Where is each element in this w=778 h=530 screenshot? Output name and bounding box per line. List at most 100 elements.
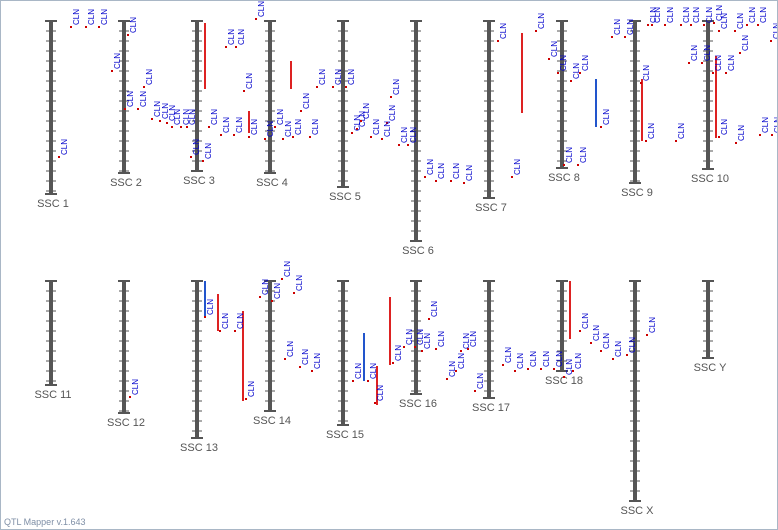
marker-dot bbox=[611, 36, 613, 38]
trait-label: CLN bbox=[690, 45, 699, 61]
marker-dot bbox=[248, 136, 250, 138]
trait-label: CLN bbox=[572, 63, 581, 79]
marker-dot bbox=[446, 378, 448, 380]
marker-dot bbox=[435, 180, 437, 182]
marker-dot bbox=[235, 46, 237, 48]
marker-dot bbox=[220, 134, 222, 136]
trait-label: CLN bbox=[465, 165, 474, 181]
trait-label: CLN bbox=[145, 69, 154, 85]
marker-dot bbox=[640, 82, 642, 84]
marker-dot bbox=[367, 380, 369, 382]
marker-dot bbox=[424, 176, 426, 178]
marker-dot bbox=[299, 366, 301, 368]
marker-dot bbox=[345, 86, 347, 88]
trait-label: CLN bbox=[284, 121, 293, 137]
marker-dot bbox=[701, 62, 703, 64]
marker-dot bbox=[360, 120, 362, 122]
marker-dot bbox=[725, 72, 727, 74]
marker-dot bbox=[712, 72, 714, 74]
marker-dot bbox=[713, 22, 715, 24]
marker-dot bbox=[455, 370, 457, 372]
marker-dot bbox=[284, 358, 286, 360]
chromosome-label: SSC X bbox=[620, 505, 654, 516]
trait-label: CLN bbox=[648, 317, 657, 333]
marker-dot bbox=[352, 380, 354, 382]
trait-label: CLN bbox=[628, 337, 637, 353]
marker-dot bbox=[467, 348, 469, 350]
trait-label: CLN bbox=[457, 353, 466, 369]
marker-dot bbox=[392, 362, 394, 364]
marker-dot bbox=[180, 126, 182, 128]
trait-label: CLN bbox=[602, 333, 611, 349]
marker-dot bbox=[579, 72, 581, 74]
chromosome-label: SSC 18 bbox=[545, 375, 583, 387]
trait-label: CLN bbox=[369, 363, 378, 379]
trait-label: CLN bbox=[222, 117, 231, 133]
marker-dot bbox=[646, 334, 648, 336]
trait-label: CLN bbox=[714, 55, 723, 71]
trait-label: CLN bbox=[647, 123, 656, 139]
marker-dot bbox=[403, 346, 405, 348]
marker-dot bbox=[127, 34, 129, 36]
chromosome-label: SSC 14 bbox=[253, 415, 291, 427]
trait-label: CLN bbox=[409, 127, 418, 143]
marker-dot bbox=[577, 164, 579, 166]
trait-label: CLN bbox=[537, 13, 546, 29]
trait-label: CLN bbox=[311, 119, 320, 135]
trait-label: CLN bbox=[358, 111, 367, 127]
marker-dot bbox=[739, 52, 741, 54]
marker-dot bbox=[124, 108, 126, 110]
marker-dot bbox=[386, 122, 388, 124]
trait-label: CLN bbox=[372, 119, 381, 135]
trait-label: CLN bbox=[649, 7, 658, 23]
chromosome-label: SSC 6 bbox=[402, 245, 434, 257]
marker-dot bbox=[202, 160, 204, 162]
marker-dot bbox=[243, 90, 245, 92]
trait-label: CLN bbox=[168, 105, 177, 121]
marker-dot bbox=[563, 376, 565, 378]
trait-label: CLN bbox=[72, 9, 81, 25]
chromosome-label: SSC 17 bbox=[472, 402, 510, 414]
marker-dot bbox=[264, 138, 266, 140]
trait-label: CLN bbox=[87, 9, 96, 25]
marker-dot bbox=[735, 142, 737, 144]
trait-label: CLN bbox=[347, 69, 356, 85]
trait-label: CLN bbox=[579, 147, 588, 163]
marker-dot bbox=[548, 58, 550, 60]
trait-label: CLN bbox=[257, 1, 266, 17]
trait-label: CLN bbox=[737, 125, 746, 141]
trait-label: CLN bbox=[703, 45, 712, 61]
marker-dot bbox=[690, 24, 692, 26]
trait-label: CLN bbox=[182, 109, 191, 125]
marker-dot bbox=[600, 126, 602, 128]
trait-label: CLN bbox=[542, 351, 551, 367]
trait-label: CLN bbox=[250, 119, 259, 135]
marker-dot bbox=[734, 30, 736, 32]
trait-label: CLN bbox=[376, 385, 385, 401]
trait-label: CLN bbox=[286, 341, 295, 357]
trait-label: CLN bbox=[131, 379, 140, 395]
trait-label: CLN bbox=[235, 117, 244, 133]
trait-label: CLN bbox=[247, 381, 256, 397]
marker-dot bbox=[770, 40, 772, 42]
marker-dot bbox=[309, 136, 311, 138]
trait-label: CLN bbox=[276, 109, 285, 125]
trait-label: CLN bbox=[245, 73, 254, 89]
chromosome-label: SSC 1 bbox=[37, 198, 69, 210]
marker-dot bbox=[664, 24, 666, 26]
trait-label: CLN bbox=[516, 353, 525, 369]
trait-label: CLN bbox=[301, 349, 310, 365]
marker-dot bbox=[85, 26, 87, 28]
marker-dot bbox=[675, 140, 677, 142]
marker-dot bbox=[98, 26, 100, 28]
trait-label: CLN bbox=[555, 351, 564, 367]
marker-dot bbox=[234, 330, 236, 332]
marker-dot bbox=[557, 72, 559, 74]
trait-label: CLN bbox=[394, 345, 403, 361]
trait-label: CLN bbox=[559, 55, 568, 71]
marker-dot bbox=[58, 156, 60, 158]
marker-dot bbox=[647, 24, 649, 26]
trait-label: CLN bbox=[204, 143, 213, 159]
marker-dot bbox=[255, 18, 257, 20]
